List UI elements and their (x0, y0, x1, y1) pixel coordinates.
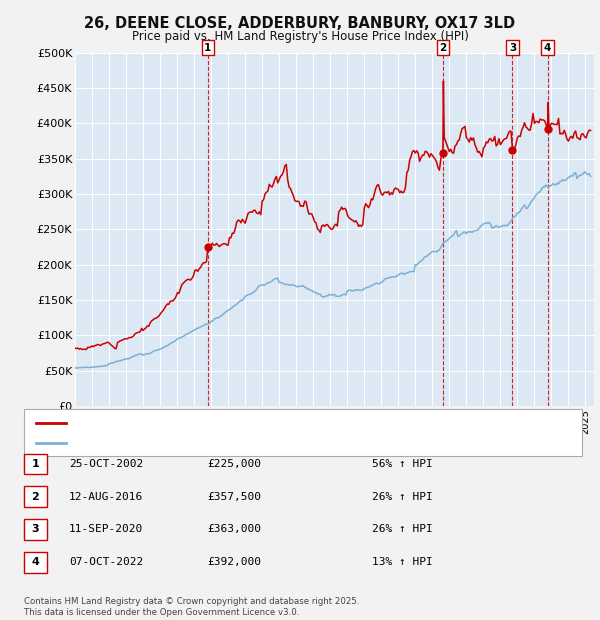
Text: 11-SEP-2020: 11-SEP-2020 (69, 525, 143, 534)
Text: 56% ↑ HPI: 56% ↑ HPI (372, 459, 433, 469)
Text: £363,000: £363,000 (207, 525, 261, 534)
Text: 4: 4 (31, 557, 40, 567)
Text: 26% ↑ HPI: 26% ↑ HPI (372, 525, 433, 534)
Text: £392,000: £392,000 (207, 557, 261, 567)
Text: 12-AUG-2016: 12-AUG-2016 (69, 492, 143, 502)
Text: 3: 3 (32, 525, 39, 534)
Text: £357,500: £357,500 (207, 492, 261, 502)
Text: Price paid vs. HM Land Registry's House Price Index (HPI): Price paid vs. HM Land Registry's House … (131, 30, 469, 43)
Text: 2: 2 (439, 43, 446, 53)
Text: 3: 3 (509, 43, 516, 53)
Text: HPI: Average price, semi-detached house, Cherwell: HPI: Average price, semi-detached house,… (73, 438, 340, 448)
Text: 25-OCT-2002: 25-OCT-2002 (69, 459, 143, 469)
Text: 26% ↑ HPI: 26% ↑ HPI (372, 492, 433, 502)
Text: 13% ↑ HPI: 13% ↑ HPI (372, 557, 433, 567)
Text: 26, DEENE CLOSE, ADDERBURY, BANBURY, OX17 3LD: 26, DEENE CLOSE, ADDERBURY, BANBURY, OX1… (85, 16, 515, 30)
Text: 4: 4 (544, 43, 551, 53)
Text: 1: 1 (32, 459, 39, 469)
Text: 1: 1 (204, 43, 212, 53)
Text: 2: 2 (32, 492, 39, 502)
Text: £225,000: £225,000 (207, 459, 261, 469)
Text: 07-OCT-2022: 07-OCT-2022 (69, 557, 143, 567)
Text: 26, DEENE CLOSE, ADDERBURY, BANBURY, OX17 3LD (semi-detached house): 26, DEENE CLOSE, ADDERBURY, BANBURY, OX1… (73, 418, 475, 428)
Text: Contains HM Land Registry data © Crown copyright and database right 2025.
This d: Contains HM Land Registry data © Crown c… (24, 598, 359, 617)
